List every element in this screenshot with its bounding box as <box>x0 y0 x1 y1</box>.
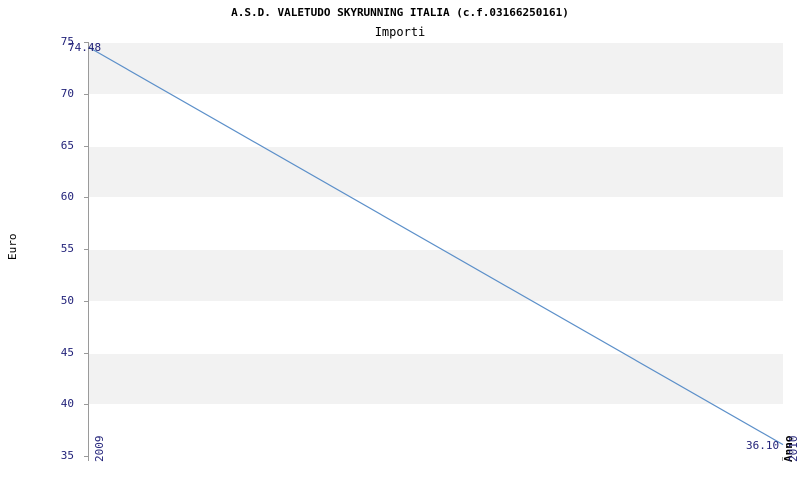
gridline <box>89 352 783 354</box>
gridline <box>89 42 783 43</box>
y-tick-mark <box>84 42 88 43</box>
gridline <box>89 145 783 147</box>
data-point-label: 36.10 <box>746 438 780 452</box>
gridline <box>89 404 783 406</box>
gridline <box>89 249 783 250</box>
grid-band <box>89 249 783 301</box>
y-tick-mark <box>84 93 88 95</box>
x-tick-label: 2009 <box>93 435 106 463</box>
y-axis: Euro 35 40 45 50 55 60 65 70 75 <box>0 35 88 462</box>
y-tick-label: 75 <box>60 35 74 48</box>
y-tick-mark <box>84 456 88 457</box>
x-tick-label: 2010 <box>787 435 800 463</box>
series-line <box>88 46 784 446</box>
gridline <box>89 197 783 199</box>
y-tick-mark <box>84 300 88 302</box>
y-tick-label: 35 <box>60 449 74 462</box>
grid-band <box>89 145 783 198</box>
y-tick-mark <box>84 249 88 250</box>
y-tick-label: 60 <box>60 190 74 204</box>
chart-title: A.S.D. VALETUDO SKYRUNNING ITALIA (c.f.0… <box>231 6 569 19</box>
data-point-label: 74.48 <box>68 41 102 55</box>
y-axis-title: Euro <box>6 233 19 261</box>
y-tick-mark <box>84 145 88 147</box>
y-tick-label: 65 <box>60 138 74 152</box>
y-tick-label: 55 <box>60 242 74 255</box>
y-tick-label: 40 <box>60 397 74 411</box>
gridline <box>89 300 783 302</box>
y-tick-mark <box>84 352 88 354</box>
y-tick-label: 50 <box>60 293 74 307</box>
x-tick-mark <box>88 457 89 461</box>
chart-subtitle: Importi <box>374 25 426 39</box>
gridline <box>89 456 783 457</box>
gridline <box>89 93 783 95</box>
plot-area <box>88 42 784 457</box>
y-tick-label: 45 <box>60 345 74 359</box>
y-tick-label: 70 <box>60 86 74 100</box>
y-tick-mark <box>84 197 88 199</box>
grid-band <box>89 42 783 94</box>
x-tick-mark <box>782 457 783 461</box>
y-tick-mark <box>84 404 88 406</box>
